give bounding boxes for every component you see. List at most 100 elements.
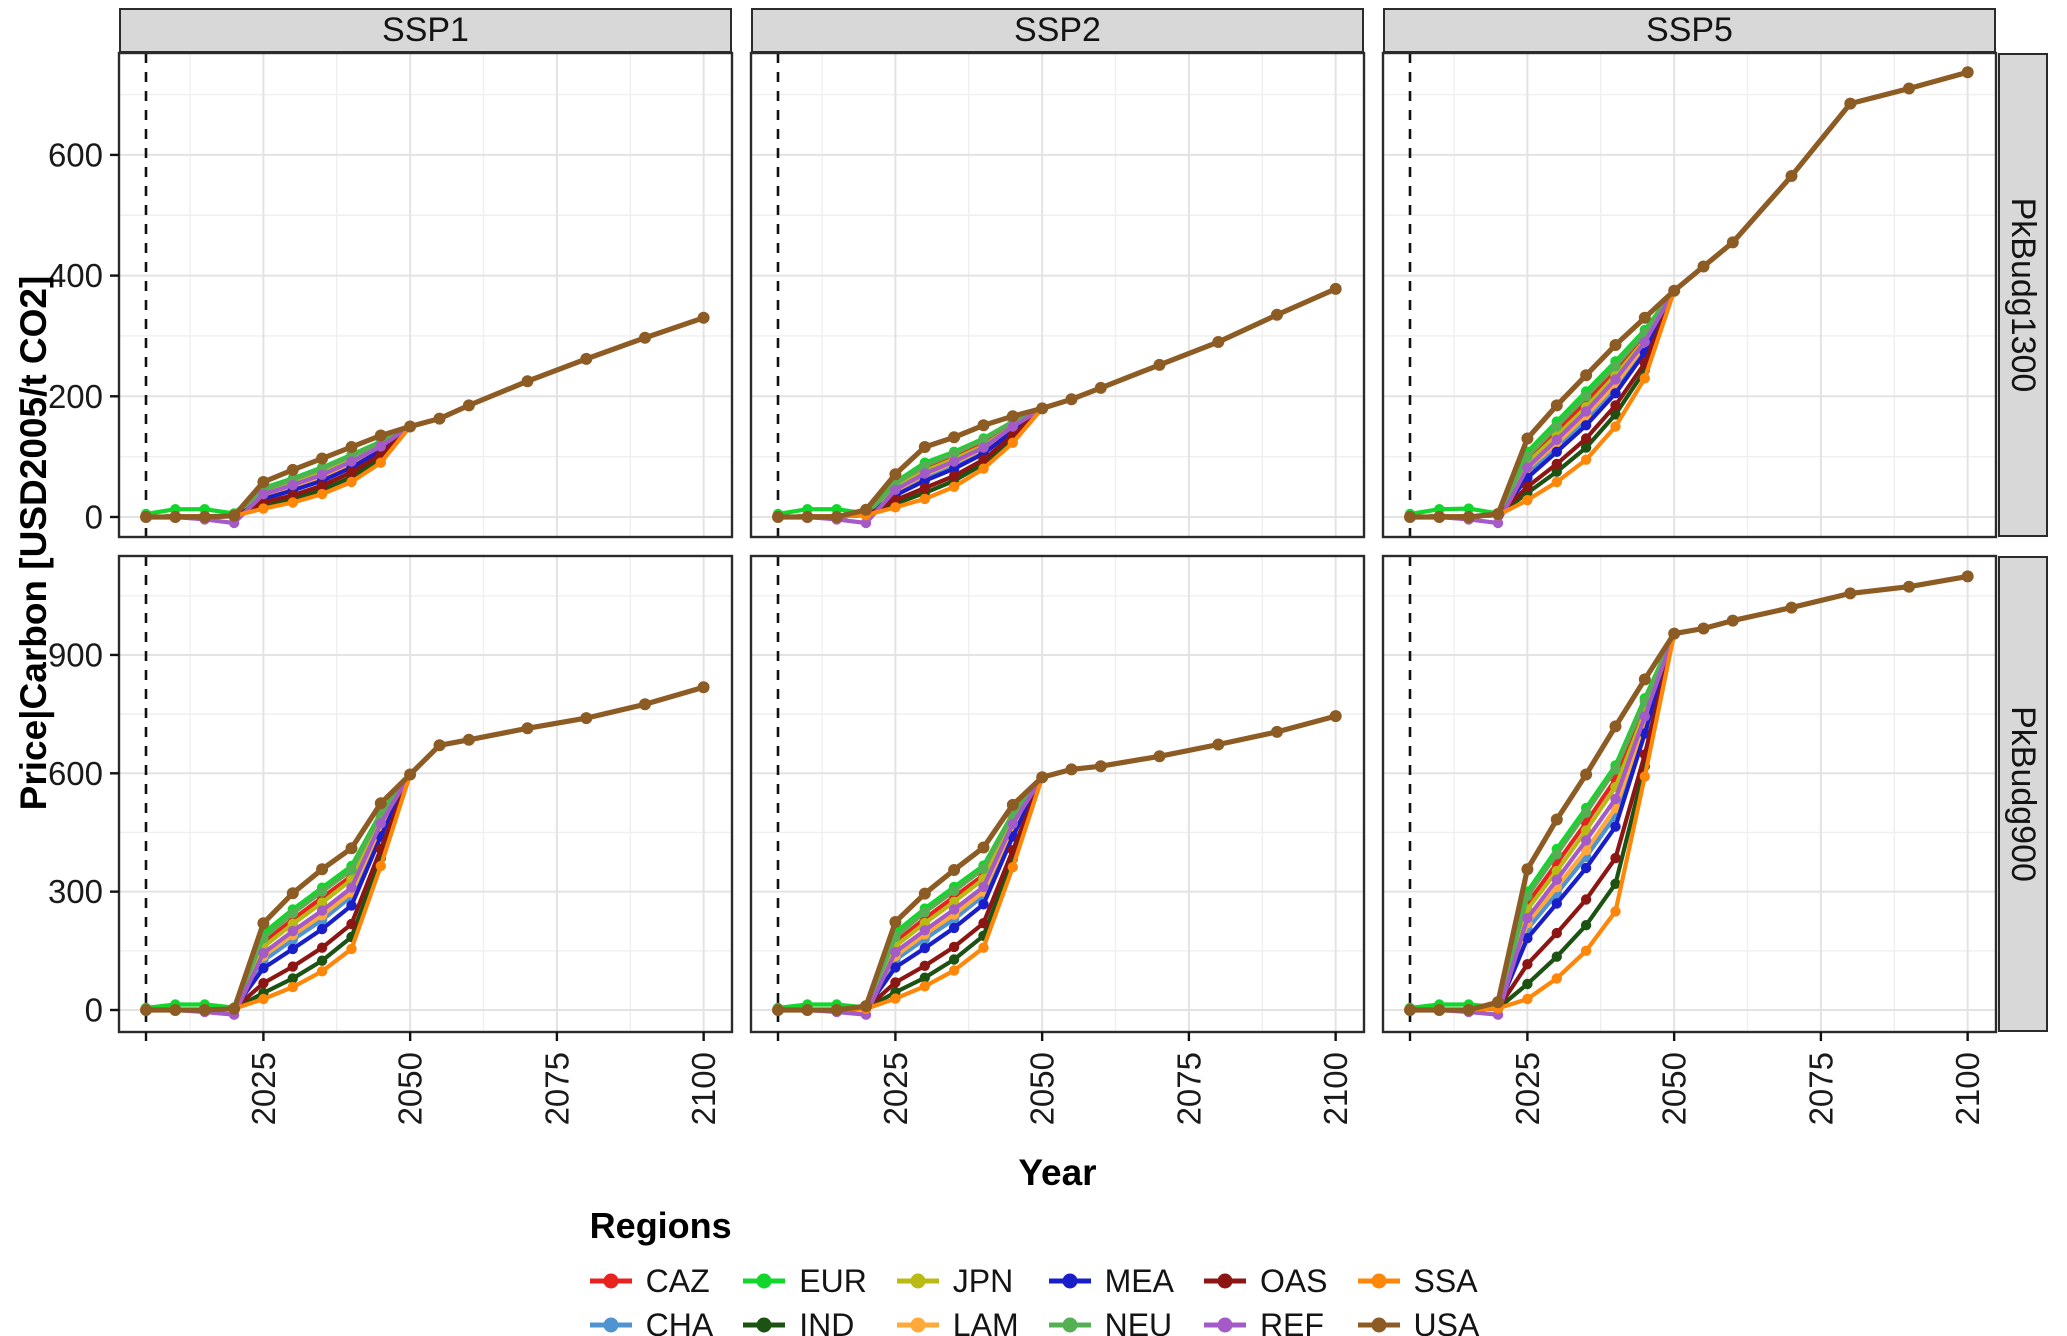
y-axis-title: Price|Carbon [USD2005/t CO2]	[13, 275, 54, 811]
series-point-USA-2055	[433, 412, 446, 425]
series-point-USA-2080	[1844, 587, 1857, 600]
series-point-USA-2010	[1433, 1004, 1446, 1016]
facet-strip-pkbudg1300	[1998, 53, 2048, 537]
series-point-OAS-2025	[1522, 481, 1533, 492]
series-point-USA-2035	[948, 431, 961, 444]
series-point-REF-2025	[1522, 462, 1533, 473]
series-point-SSA-2035	[1580, 454, 1592, 465]
x-tick-label: 2100	[1317, 1052, 1354, 1125]
legend-label-LAM: LAM	[952, 1306, 1019, 1336]
y-tick-label: 200	[48, 378, 103, 415]
series-point-USA-2050	[1668, 284, 1681, 297]
panel-border	[1381, 51, 1998, 539]
x-tick-label: 2050	[1656, 1052, 1693, 1125]
facet-strip-ssp1-label: SSP1	[382, 11, 469, 49]
legend-title: Regions	[589, 1205, 732, 1246]
series-point-USA-2080	[1212, 336, 1225, 348]
series-point-USA-2015	[830, 511, 843, 523]
series-line-USA	[143, 684, 707, 1013]
legend-label-USA: USA	[1413, 1306, 1480, 1336]
series-USA-SSP1-PkBudg1300	[140, 311, 710, 523]
series-point-REF-2040	[978, 881, 989, 893]
series-point-USA-2035	[316, 863, 329, 876]
series-point-MEA-2040	[978, 899, 989, 910]
series-point-REF-2030	[1551, 874, 1563, 885]
x-tick-label: 2075	[538, 1052, 575, 1125]
series-point-OAS-2040	[1610, 400, 1621, 411]
y-tick-label: 400	[48, 257, 103, 294]
series-point-USA-2055	[1697, 260, 1710, 273]
series-point-NEU-2030	[1551, 421, 1563, 432]
series-point-USA-2005	[140, 511, 152, 523]
series-point-USA-2030	[1550, 813, 1563, 826]
series-point-MEA-2040	[1610, 388, 1621, 399]
series-point-IND-2035	[948, 954, 960, 965]
series-point-SSA-2045	[1639, 373, 1651, 384]
series-point-REF-2040	[1610, 374, 1621, 385]
series-point-USA-2010	[1433, 511, 1446, 523]
facet-strip-ssp5-label: SSP5	[1646, 11, 1733, 49]
legend: Regions CAZ CHA EUR IND JPN LAM MEA NEU OAS REF SS…	[0, 1205, 2067, 1336]
series-point-SSA-2045	[375, 457, 386, 468]
series-point-MEA-2025	[890, 962, 901, 973]
x-tick-label: 2100	[1949, 1052, 1986, 1125]
series-line-USA	[775, 286, 1339, 520]
series-point-MEA-2040	[1610, 821, 1621, 832]
series-point-USA-2100	[1961, 570, 1974, 583]
series-point-NEU-2040	[1610, 764, 1621, 775]
series-point-USA-2045	[374, 797, 387, 810]
series-point-SSA-2025	[890, 993, 901, 1004]
facet-strip-pkbudg1300-label: PkBudg1300	[2004, 197, 2042, 393]
series-point-SSA-2040	[1610, 906, 1621, 917]
series-point-USA-2045	[1638, 673, 1651, 686]
series-point-EUR-2015	[1463, 503, 1474, 514]
series-point-NEU-2030	[1551, 849, 1563, 860]
legend-key-USA-icon	[1357, 1317, 1400, 1333]
series-point-NEU-2030	[287, 908, 298, 919]
series-point-USA-2060	[462, 399, 475, 412]
series-point-MEA-2030	[919, 475, 930, 486]
y-tick-label: 0	[85, 499, 103, 536]
series-point-USA-2070	[1785, 601, 1798, 614]
legend-item-MEA: MEA	[1047, 1259, 1174, 1303]
series-point-USA-2100	[697, 311, 710, 324]
series-point-NEU-2035	[316, 886, 328, 897]
series-point-USA-2030	[286, 887, 299, 900]
facet-strip-ssp2-label: SSP2	[1014, 11, 1101, 49]
legend-key-REF-icon	[1203, 1317, 1246, 1333]
series-point-OAS-2035	[948, 470, 960, 482]
legend-block: Regions CAZ CHA EUR IND JPN LAM MEA NEU OAS REF SS…	[588, 1205, 1480, 1336]
series-point-REF-2035	[316, 469, 328, 480]
legend-label-MEA: MEA	[1104, 1262, 1174, 1299]
series-point-NEU-2035	[1580, 391, 1592, 402]
series-line-USA	[1407, 69, 1971, 520]
series-point-USA-2020	[1492, 508, 1504, 520]
series-point-USA-2010	[169, 511, 182, 523]
series-point-OAS-2030	[287, 490, 298, 501]
series-point-OAS-2030	[287, 961, 298, 972]
series-point-SSA-2040	[346, 943, 357, 955]
series-point-REF-2035	[316, 905, 328, 916]
legend-key-MEA-icon	[1048, 1273, 1091, 1289]
series-point-USA-2015	[1462, 1004, 1475, 1016]
series-point-USA-2070	[1153, 750, 1166, 763]
series-point-USA-2015	[198, 511, 211, 523]
series-point-SSA-2030	[1551, 476, 1563, 488]
series-point-OAS-2025	[258, 978, 269, 989]
series-point-MEA-2025	[1522, 933, 1533, 944]
series-point-OAS-2030	[919, 960, 930, 971]
series-point-USA-2100	[1961, 66, 1974, 79]
legend-item-JPN: JPN	[895, 1259, 1019, 1303]
series-point-USA-2040	[1609, 720, 1622, 733]
series-point-MEA-2035	[1580, 862, 1592, 874]
series-point-OAS-2040	[346, 918, 357, 930]
series-point-SSA-2030	[1551, 973, 1563, 984]
series-point-OAS-2030	[1551, 458, 1563, 470]
legend-label-CAZ: CAZ	[645, 1262, 710, 1299]
series-point-REF-2035	[948, 904, 960, 915]
series-point-USA-2045	[1006, 798, 1019, 811]
series-point-USA-2025	[257, 476, 270, 488]
series-point-SSA-2025	[1522, 494, 1533, 506]
series-point-USA-2005	[772, 511, 784, 523]
